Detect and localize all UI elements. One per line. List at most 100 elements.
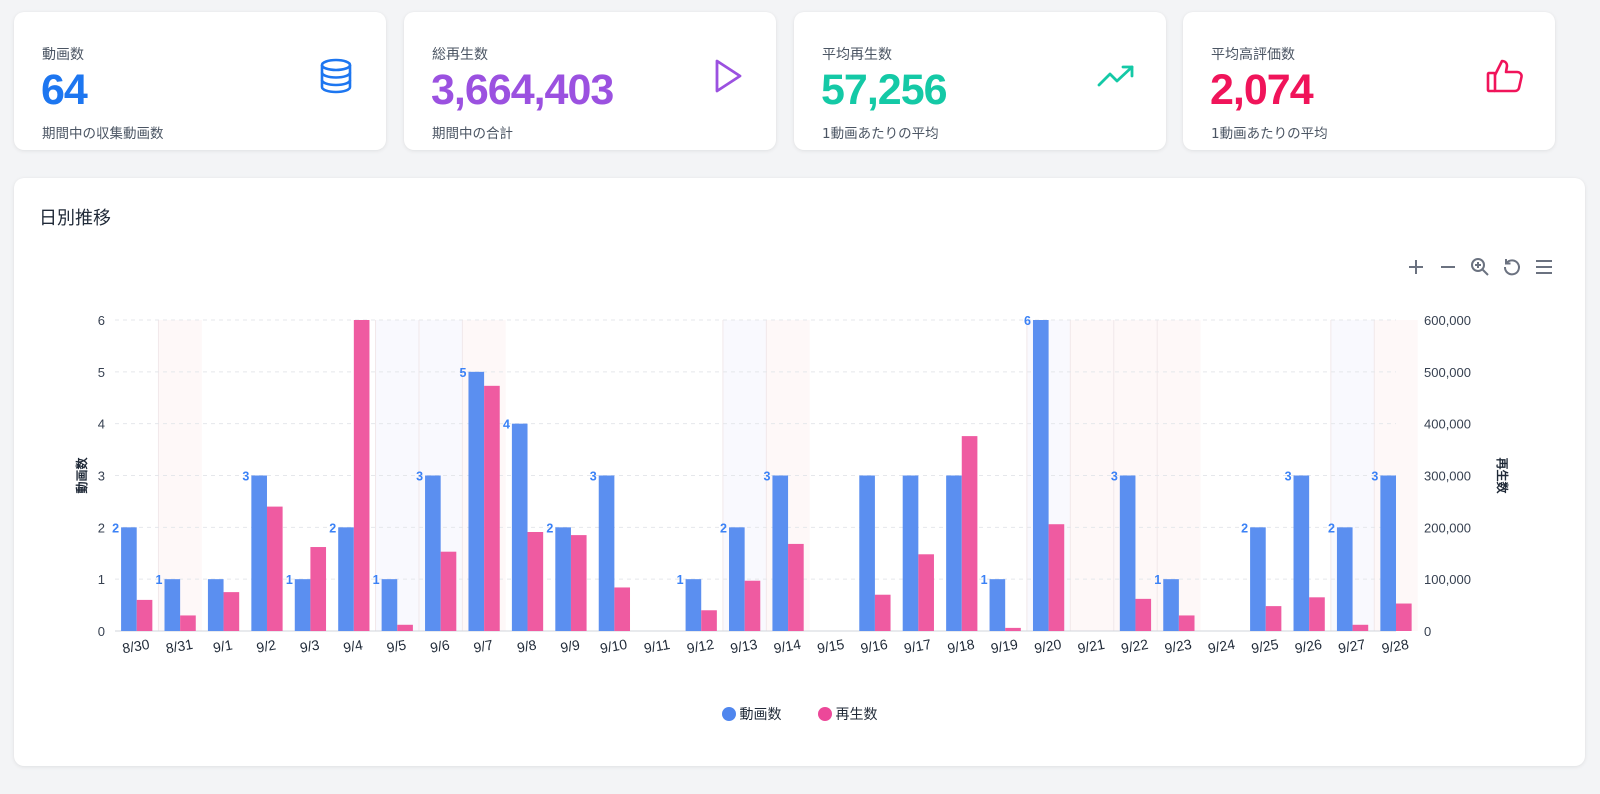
bar-video-count	[685, 579, 702, 631]
bar-view-count	[223, 592, 240, 631]
bar-video-count	[164, 579, 181, 631]
y2-tick-label: 100,000	[1424, 572, 1471, 587]
x-tick-label: 9/23	[1163, 636, 1193, 657]
y-tick-label: 0	[98, 624, 105, 639]
data-label: 2	[546, 521, 553, 535]
bar-video-count	[207, 579, 224, 631]
x-tick-label: 9/5	[385, 636, 407, 655]
x-tick-label: 8/31	[164, 636, 194, 657]
bar-view-count	[570, 535, 587, 631]
chart-legend: 動画数 再生数	[14, 704, 1585, 724]
bar-view-count	[744, 580, 761, 631]
bar-video-count	[1380, 475, 1396, 631]
bar-video-count	[121, 527, 137, 631]
x-tick-label: 9/17	[903, 636, 933, 657]
stat-value: 57,256	[821, 66, 948, 114]
data-label: 1	[1154, 573, 1161, 587]
x-tick-label: 9/2	[255, 636, 277, 655]
bar-view-count	[266, 506, 283, 631]
bar-video-count	[772, 475, 789, 631]
stat-sub: 1動画あたりの平均	[1211, 126, 1328, 142]
bar-view-count	[180, 615, 196, 631]
thumbs-up-icon	[1485, 56, 1525, 96]
daily-trend-card: 日別推移 0 1 2 3 4 5 6 0 100,000 200,000 300,000 400,00…	[14, 178, 1585, 766]
chart-toolbar	[1405, 256, 1555, 278]
x-tick-label: 9/11	[643, 636, 672, 656]
bar-view-count	[961, 436, 978, 631]
stat-value: 64	[41, 66, 88, 114]
y2-tick-label: 500,000	[1424, 365, 1471, 380]
x-tick-label: 9/14	[772, 636, 802, 657]
bar-video-count	[294, 579, 311, 631]
data-label: 1	[286, 573, 293, 587]
bar-video-count	[989, 579, 1006, 631]
legend-item-videos[interactable]: 動画数	[721, 704, 782, 724]
trending-up-icon	[1096, 56, 1136, 96]
bar-view-count	[1309, 597, 1325, 631]
stat-sub: 1動画あたりの平均	[822, 126, 939, 142]
bar-video-count	[1293, 475, 1310, 631]
data-label: 1	[373, 573, 380, 587]
x-tick-label: 9/6	[429, 636, 451, 655]
bar-video-count	[729, 527, 745, 631]
data-label: 1	[677, 573, 684, 587]
zoom-out-icon[interactable]	[1437, 256, 1459, 278]
bar-video-count	[511, 423, 528, 631]
y-tick-label: 3	[98, 469, 105, 484]
y-axis-title: 動画数	[74, 457, 89, 494]
selection-zoom-icon[interactable]	[1469, 256, 1491, 278]
stat-card-avg-likes: 平均高評価数 2,074 1動画あたりの平均	[1183, 12, 1555, 150]
legend-item-views[interactable]: 再生数	[817, 704, 878, 724]
stat-card-total-views: 総再生数 3,664,403 期間中の合計	[404, 12, 776, 150]
stat-card-videos: 動画数 64 期間中の収集動画数	[14, 12, 386, 150]
x-tick-label: 9/12	[686, 636, 716, 657]
legend-label: 動画数	[739, 707, 782, 723]
bar-view-count	[614, 587, 631, 631]
data-label: 3	[590, 470, 597, 484]
bar-video-count	[251, 475, 267, 631]
y2-tick-label: 300,000	[1424, 469, 1471, 484]
x-tick-label: 9/21	[1076, 636, 1106, 657]
stat-label: 動画数	[42, 47, 84, 63]
data-label: 2	[1328, 521, 1335, 535]
menu-icon[interactable]	[1533, 256, 1555, 278]
x-tick-label: 9/18	[946, 636, 976, 657]
x-tick-label: 9/9	[559, 636, 581, 655]
y-tick-label: 1	[98, 572, 105, 587]
data-label: 3	[763, 470, 770, 484]
data-label: 3	[1371, 470, 1378, 484]
stat-sub: 期間中の合計	[432, 126, 513, 142]
bar-video-count	[1250, 527, 1266, 631]
bar-view-count	[397, 624, 413, 631]
reset-icon[interactable]	[1501, 256, 1523, 278]
x-tick-label: 9/26	[1293, 636, 1323, 657]
x-tick-label: 9/19	[990, 636, 1020, 657]
bar-video-count	[381, 579, 398, 631]
legend-marker	[721, 707, 736, 721]
x-tick-label: 9/15	[816, 636, 846, 657]
bar-view-count	[788, 543, 804, 631]
zoom-in-icon[interactable]	[1405, 256, 1427, 278]
play-icon	[706, 56, 746, 96]
x-tick-label: 9/10	[599, 636, 629, 657]
bar-view-count	[874, 594, 891, 631]
x-tick-label: 9/4	[342, 636, 364, 655]
bar-video-count	[555, 527, 571, 631]
x-tick-label: 9/27	[1337, 636, 1367, 657]
data-label: 3	[242, 470, 249, 484]
bar-video-count	[902, 475, 919, 631]
stat-label: 平均高評価数	[1211, 47, 1295, 63]
bar-video-count	[468, 371, 485, 631]
x-tick-label: 8/30	[121, 636, 151, 657]
bar-video-count	[338, 527, 354, 631]
stat-label: 総再生数	[432, 47, 488, 63]
y2-axis-title: 再生数	[1495, 457, 1510, 494]
bar-view-count	[701, 610, 717, 631]
x-tick-label: 9/25	[1250, 636, 1280, 657]
x-tick-label: 9/22	[1120, 636, 1150, 657]
y2-tick-label: 200,000	[1424, 520, 1471, 535]
bar-view-count	[1005, 627, 1021, 631]
data-label: 2	[329, 521, 336, 535]
x-tick-label: 9/16	[859, 636, 889, 657]
stat-value: 3,664,403	[431, 66, 614, 114]
